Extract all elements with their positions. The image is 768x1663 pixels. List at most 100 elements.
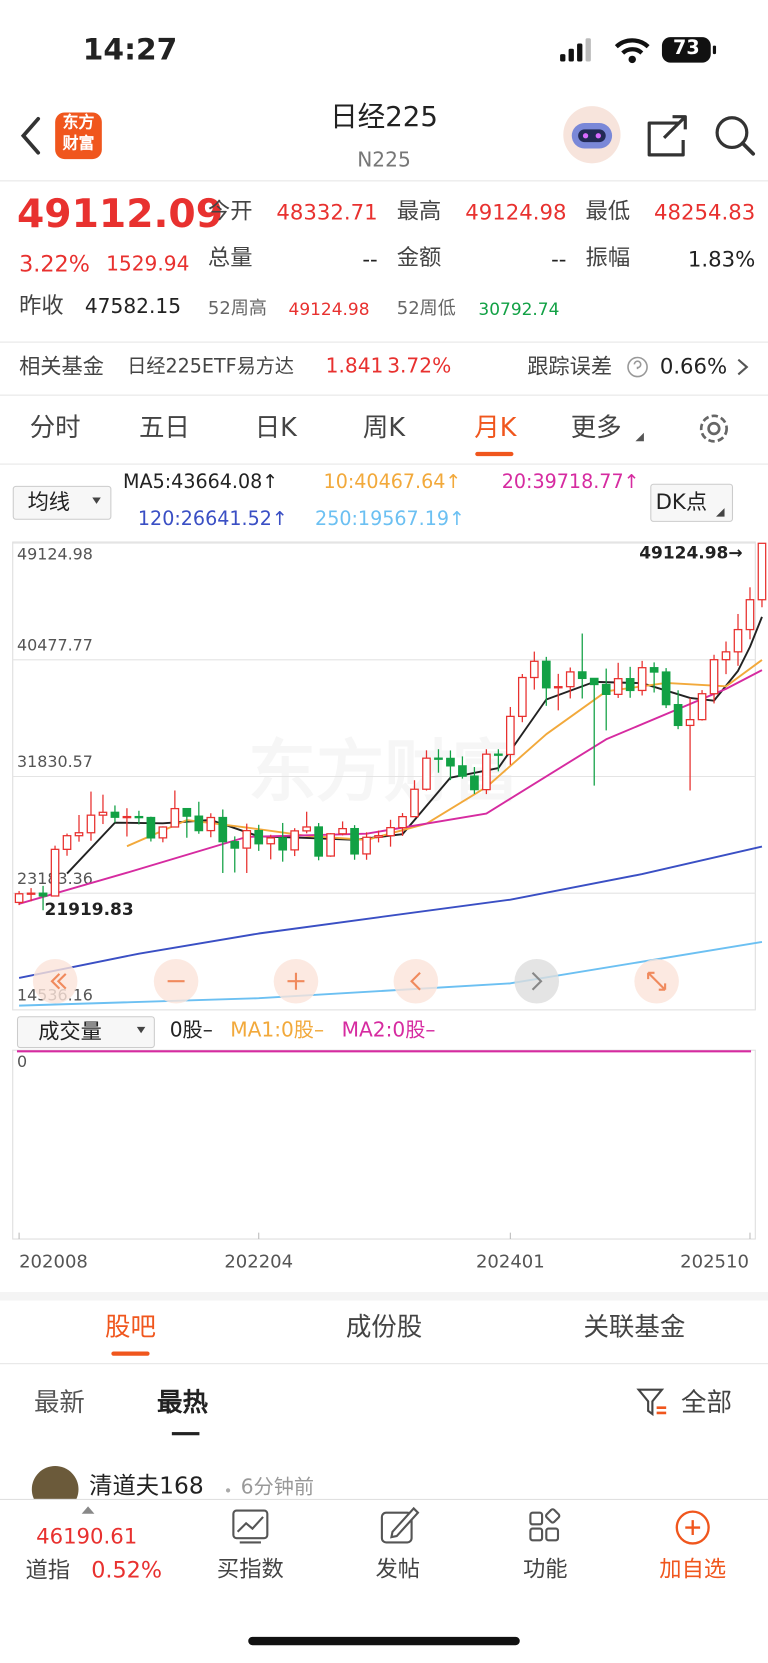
candle-body [505, 715, 515, 756]
chart-control[interactable] [514, 958, 560, 1004]
battery-tip [712, 45, 717, 55]
search-icon[interactable] [715, 116, 749, 150]
x-tick-label: 202510 [680, 1251, 749, 1272]
divider [0, 180, 768, 182]
candle-body [62, 835, 72, 850]
candle-body [733, 628, 743, 653]
candle-body [350, 827, 359, 855]
field-value: 48332.71 [276, 199, 378, 225]
nav-label[interactable]: 功能 [522, 1556, 568, 1582]
filter-icon[interactable] [636, 1386, 668, 1418]
candle-body [577, 671, 587, 680]
filter-active[interactable]: 最热 [156, 1387, 208, 1418]
fund-name[interactable]: 日经225ETF易方达 [127, 355, 294, 378]
home-indicator [248, 1636, 520, 1646]
more-triangle [635, 432, 644, 442]
candle-body [110, 811, 120, 818]
candle-body [302, 826, 312, 832]
candle-body [326, 833, 335, 857]
period-tab[interactable]: 分时 [29, 412, 81, 443]
chart-control[interactable] [273, 958, 319, 1004]
period-tab[interactable]: 日K [254, 412, 297, 443]
dropdown-arrow [92, 497, 101, 504]
chart-control[interactable] [634, 958, 679, 1004]
ma-legend: 20:39718.77↑ [501, 470, 640, 494]
divider [0, 394, 768, 396]
divider [0, 1363, 768, 1365]
nav-icon [544, 1508, 561, 1524]
candle-body [721, 651, 731, 661]
avatar-eye [595, 133, 601, 139]
avatar-eye [582, 133, 589, 139]
divider [0, 463, 768, 465]
back-button[interactable] [15, 115, 47, 157]
chart-control[interactable] [393, 958, 439, 1004]
field-label: 振幅 [585, 245, 631, 271]
candle-body [685, 718, 695, 727]
candle-body [541, 660, 551, 689]
control-glyph [531, 972, 543, 991]
change: 1529.94 [106, 252, 190, 276]
period-tab[interactable]: 五日 [138, 412, 190, 443]
candle-body [242, 829, 252, 849]
logo-text: 财富 [62, 133, 95, 153]
candle-body [122, 815, 132, 819]
candle-body [625, 678, 635, 692]
filter-all[interactable]: 全部 [681, 1387, 732, 1418]
volume-legend: MA1:0股– [230, 1018, 325, 1042]
app-logo [55, 112, 102, 160]
candle-body [206, 816, 216, 832]
volume-selector[interactable] [16, 1016, 155, 1049]
field-value: 1.83% [687, 246, 756, 272]
control-glyph [287, 972, 305, 990]
help-icon[interactable] [626, 355, 649, 378]
control-circle [393, 958, 439, 1004]
triangle [81, 1506, 95, 1514]
candle-body [745, 599, 755, 631]
gear [699, 414, 728, 443]
kline-chart: 东方财富49124.9840477.7731830.5723183.361453… [12, 541, 767, 1272]
wifi-dot [628, 55, 636, 64]
index-name[interactable]: 道指 [25, 1557, 71, 1583]
field-label: 金额 [396, 245, 442, 271]
x-tick-label: 202008 [19, 1251, 88, 1272]
chart-control[interactable] [153, 958, 199, 1004]
field-value: -- [551, 246, 567, 272]
candle-body [314, 826, 323, 857]
filter[interactable]: 最新 [33, 1387, 85, 1418]
candle-body [589, 677, 599, 686]
candle-body [290, 830, 300, 851]
sub-tab[interactable]: 关联基金 [583, 1312, 686, 1342]
battery [661, 37, 711, 63]
candle-body [386, 827, 395, 837]
chart-control[interactable] [32, 958, 78, 1004]
sub-tab[interactable]: 成份股 [345, 1312, 423, 1342]
ma-line [126, 659, 763, 848]
candle-body [230, 841, 240, 849]
settings-icon[interactable] [695, 409, 733, 447]
sub-tab-active[interactable]: 股吧 [105, 1312, 156, 1342]
nav-icon-detail [390, 1506, 420, 1539]
period-tab-active[interactable]: 月K [474, 412, 517, 443]
index-value[interactable]: 46190.61 [36, 1523, 138, 1549]
candle-body [398, 816, 407, 829]
nav-label[interactable]: 发帖 [375, 1556, 421, 1582]
control-glyph [410, 972, 421, 991]
x-tick-label: 202401 [476, 1251, 545, 1272]
nav-icon [675, 1510, 710, 1545]
ma-selector[interactable] [12, 485, 112, 520]
post-author[interactable]: 清道夫168 [89, 1473, 204, 1500]
period-tab[interactable]: 周K [362, 412, 406, 443]
y-tick-label: 31830.57 [17, 752, 93, 771]
candle-body [218, 816, 228, 843]
candle-body [194, 815, 204, 832]
share-icon[interactable] [647, 115, 687, 157]
nav-label[interactable]: 加自选 [659, 1556, 727, 1582]
tab-underline [475, 451, 514, 457]
candle-body [170, 807, 180, 828]
candle-body [649, 667, 659, 673]
period-tab[interactable]: 更多 [570, 412, 622, 443]
nav-label[interactable]: 买指数 [216, 1556, 284, 1582]
index-pct[interactable]: 0.52% [91, 1557, 163, 1583]
